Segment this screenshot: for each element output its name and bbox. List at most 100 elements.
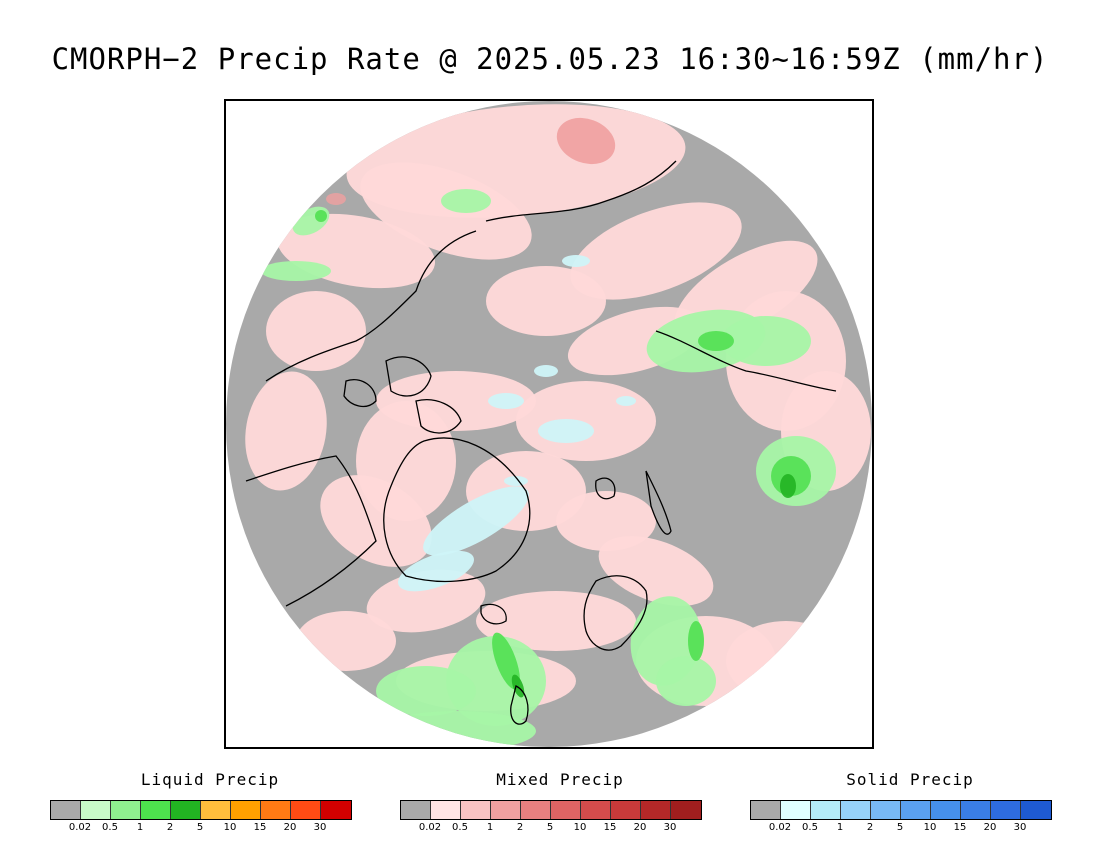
legend-swatch [231, 801, 261, 819]
solid-precip-area [398, 550, 474, 592]
mixed-precip-core [326, 193, 346, 205]
solid-precip-area [488, 393, 524, 409]
precip-layer [245, 104, 871, 747]
legend-swatch [841, 801, 871, 819]
legend-liquid-precip: Liquid Precip 0.02 0.5 1 2 5 10 15 20 30 [50, 770, 370, 833]
legend-tick-label: 15 [253, 822, 267, 833]
legend-swatch [401, 801, 431, 819]
legend-tick-label: 5 [546, 822, 554, 833]
legend-swatch [291, 801, 321, 819]
legend-tick-label: 20 [633, 822, 647, 833]
legend-swatch [261, 801, 291, 819]
legend-tick-label: 10 [223, 822, 237, 833]
coastline [583, 575, 648, 651]
legend-swatch [931, 801, 961, 819]
coastline [383, 437, 531, 583]
coastline [265, 230, 477, 382]
coastline [655, 330, 837, 392]
liquid-precip-core [492, 632, 520, 690]
legend-swatch [671, 801, 701, 819]
legend-title: Mixed Precip [496, 770, 624, 789]
liquid-precip-area [441, 189, 491, 213]
legend-swatch [431, 801, 461, 819]
mixed-precip-area [296, 611, 396, 671]
legend-tick-label: 0.02 [418, 822, 442, 833]
mixed-precip-area [266, 291, 366, 371]
legend-tick-labels: 0.02 0.5 1 2 5 10 15 20 30 [50, 822, 350, 836]
coastline [245, 455, 377, 607]
legend-tick-label: 1 [486, 822, 494, 833]
legend-tick-label: 0.02 [68, 822, 92, 833]
liquid-precip-core [511, 674, 525, 698]
solid-precip-area [534, 365, 558, 377]
legend-swatch [751, 801, 781, 819]
mixed-precip-area [245, 371, 327, 491]
coastline [645, 470, 672, 535]
mixed-precip-area [486, 266, 606, 336]
legend-tick-label: 20 [283, 822, 297, 833]
legend-tick-label: 2 [866, 822, 874, 833]
legend-swatch [81, 801, 111, 819]
mixed-precip-area [570, 202, 742, 300]
legend-tick-label: 30 [1013, 822, 1027, 833]
legend-swatch [491, 801, 521, 819]
mixed-precip-area [360, 162, 532, 260]
legend-swatch [321, 801, 351, 819]
mixed-precip-core [556, 117, 616, 165]
mixed-precip-area [356, 401, 456, 521]
legend-tick-label: 30 [313, 822, 327, 833]
legend-tick-label: 5 [896, 822, 904, 833]
legend-swatch [611, 801, 641, 819]
legend-tick-label: 15 [953, 822, 967, 833]
mixed-precip-area [476, 591, 636, 651]
liquid-precip-core [698, 331, 734, 351]
legend-title: Liquid Precip [140, 770, 280, 789]
legend-solid-precip: Solid Precip 0.02 0.5 1 2 5 10 15 20 30 [750, 770, 1070, 833]
legend-colorbar [400, 800, 702, 820]
legend-tick-label: 0.5 [802, 822, 818, 833]
map-title: CMORPH−2 Precip Rate @ 2025.05.23 16:30~… [51, 42, 1049, 76]
legend-tick-label: 1 [836, 822, 844, 833]
legend-swatch [111, 801, 141, 819]
legend-colorbar [50, 800, 352, 820]
solid-precip-area [562, 255, 590, 267]
legend-tick-label: 0.5 [452, 822, 468, 833]
polar-map-svg [226, 101, 872, 747]
legend-tick-label: 30 [663, 822, 677, 833]
liquid-precip-area [656, 656, 716, 706]
legend-tick-label: 0.5 [102, 822, 118, 833]
mixed-precip-area [598, 536, 714, 606]
legend-swatch [811, 801, 841, 819]
legend-swatch [871, 801, 901, 819]
liquid-precip-core [315, 210, 327, 222]
legend-swatch [201, 801, 231, 819]
legend-mixed-precip: Mixed Precip 0.02 0.5 1 2 5 10 15 20 30 [400, 770, 720, 833]
polar-precip-map [224, 99, 874, 749]
legend-tick-label: 2 [516, 822, 524, 833]
coastline [480, 603, 507, 625]
legend-swatch [1021, 801, 1051, 819]
solid-precip-area [423, 486, 529, 556]
coastline [415, 399, 462, 434]
solid-precip-area [504, 476, 528, 486]
legend-tick-label: 15 [603, 822, 617, 833]
legend-tick-labels: 0.02 0.5 1 2 5 10 15 20 30 [400, 822, 700, 836]
mixed-precip-area [556, 491, 656, 551]
legend-tick-label: 20 [983, 822, 997, 833]
liquid-precip-core [780, 474, 796, 498]
legend-swatch [51, 801, 81, 819]
legend-swatch [581, 801, 611, 819]
legend-swatch [641, 801, 671, 819]
legend-tick-labels: 0.02 0.5 1 2 5 10 15 20 30 [750, 822, 1050, 836]
liquid-precip-core [688, 621, 704, 661]
liquid-precip-area [376, 666, 476, 716]
liquid-precip-area [261, 261, 331, 281]
mixed-precip-area [726, 621, 846, 701]
legend-swatch [961, 801, 991, 819]
legend-colorbar [750, 800, 1052, 820]
coastline [385, 356, 432, 397]
coastline [485, 160, 677, 222]
legend-tick-label: 1 [136, 822, 144, 833]
legend-tick-label: 2 [166, 822, 174, 833]
legend-swatch [461, 801, 491, 819]
